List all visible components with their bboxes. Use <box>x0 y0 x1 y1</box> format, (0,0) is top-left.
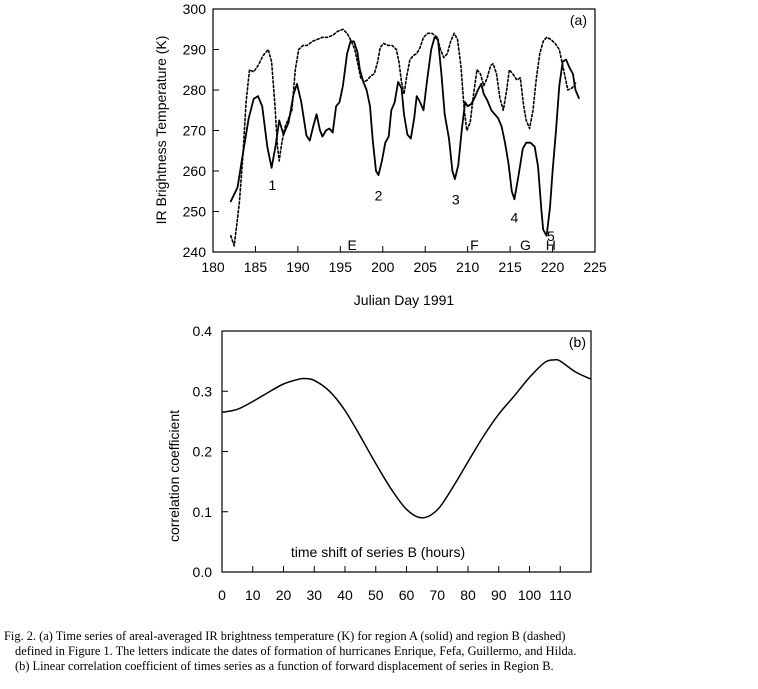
a-xtick-label: 205 <box>414 259 438 275</box>
a-ytick-label: 240 <box>183 244 207 260</box>
series-correlation <box>221 358 592 519</box>
b-xtick-label: 60 <box>399 587 415 603</box>
panel-b-xlabel: time shift of series B (hours) <box>291 544 465 560</box>
a-ytick-label: 270 <box>183 123 207 139</box>
a-xtick-label: 210 <box>456 259 480 275</box>
a-xtick-label: 190 <box>286 259 310 275</box>
event-marker-2: 2 <box>375 187 383 203</box>
a-xtick-label: 195 <box>329 259 353 275</box>
panel-a-frame <box>212 8 596 253</box>
a-xtick-label: 220 <box>541 259 565 275</box>
b-xtick-label: 80 <box>460 587 476 603</box>
b-xtick-label: 20 <box>276 587 292 603</box>
a-xtick-label: 180 <box>201 259 225 275</box>
figure-caption: Fig. 2. (a) Time series of areal-average… <box>4 629 756 674</box>
b-ytick-label: 0.2 <box>193 444 213 460</box>
panel-a-ylabel: IR Brightness Temperature (K) <box>153 36 169 225</box>
hurricane-label-H: H <box>546 237 556 253</box>
event-marker-3: 3 <box>452 191 460 207</box>
b-ytick-label: 0.3 <box>193 383 213 399</box>
a-ytick-label: 260 <box>183 163 207 179</box>
panel-b: 0 10 20 30 40 50 60 70 80 90 100 110 0.0 0.1 0.2 0.3 0.4… <box>166 323 592 603</box>
a-xtick-label: 200 <box>371 259 395 275</box>
event-marker-1: 1 <box>269 177 277 193</box>
a-ytick-label: 250 <box>183 204 207 220</box>
event-marker-5: 5 <box>547 228 555 244</box>
a-ytick-label: 300 <box>183 1 207 17</box>
panel-a-tag: (a) <box>570 12 587 28</box>
series-region-b-dashed <box>230 28 578 247</box>
event-marker-4: 4 <box>510 210 518 226</box>
panel-a: 180 185 190 195 200 205 210 215 220 2252402502602… <box>153 1 607 308</box>
a-xtick-label: 215 <box>498 259 522 275</box>
b-xtick-label: 10 <box>245 587 261 603</box>
b-xtick-label: 90 <box>491 587 507 603</box>
a-ytick-label: 280 <box>183 82 207 98</box>
hurricane-label-F: F <box>470 237 479 253</box>
hurricane-label-G: G <box>520 237 531 253</box>
b-xtick-label: 100 <box>518 587 542 603</box>
b-xtick-label: 50 <box>368 587 384 603</box>
caption-line-2: defined in Figure 1. The letters indicat… <box>15 644 577 658</box>
caption-line-1: Fig. 2. (a) Time series of areal-average… <box>4 629 566 643</box>
a-xtick-label: 225 <box>583 259 607 275</box>
b-xtick-label: 0 <box>218 587 226 603</box>
panel-a-xlabel: Julian Day 1991 <box>354 292 455 308</box>
series-region-a-solid <box>229 36 580 237</box>
b-xtick-label: 110 <box>549 587 572 603</box>
b-ytick-label: 0.0 <box>193 564 213 580</box>
b-ytick-label: 0.1 <box>193 504 213 520</box>
b-xtick-label: 40 <box>337 587 353 603</box>
a-ytick-label: 290 <box>183 42 207 58</box>
panel-b-ylabel: correlation coefficient <box>166 410 182 542</box>
b-xtick-label: 70 <box>429 587 445 603</box>
panel-b-tag: (b) <box>569 334 586 350</box>
b-ytick-label: 0.4 <box>193 323 213 339</box>
a-xtick-label: 185 <box>244 259 268 275</box>
b-xtick-label: 30 <box>306 587 322 603</box>
hurricane-label-E: E <box>348 237 357 253</box>
panel-b-frame <box>221 330 592 573</box>
caption-line-3: (b) Linear correlation coefficient of ti… <box>15 659 554 673</box>
